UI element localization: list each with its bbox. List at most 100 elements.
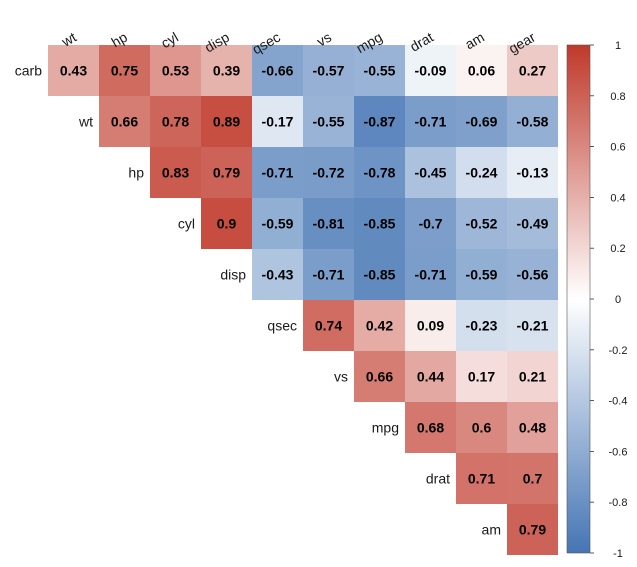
cell-value-label: 0.89 — [213, 114, 240, 130]
cell-value-label: 0.48 — [519, 420, 546, 436]
heatmap-cell-disp-gear — [507, 249, 558, 300]
cell-value-label: 0.74 — [315, 318, 342, 334]
cell-value-label: -0.59 — [466, 267, 498, 283]
heatmap-cell-disp-am — [456, 249, 507, 300]
heatmap-cell-vs-mpg — [354, 351, 405, 402]
heatmap-cell-hp-disp — [201, 147, 252, 198]
colorbar-tick-label: 0.8 — [610, 91, 625, 103]
cell-value-label: -0.58 — [517, 114, 549, 130]
column-label-vs: vs — [314, 29, 334, 50]
cell-value-label: -0.71 — [262, 165, 294, 181]
cell-value-label: 0.09 — [417, 318, 444, 334]
heatmap-cell-wt-qsec — [252, 96, 303, 147]
cell-value-label: -0.72 — [313, 165, 345, 181]
cell-value-label: 0.75 — [111, 63, 138, 79]
heatmap-cell-vs-drat — [405, 351, 456, 402]
column-label-cyl: cyl — [158, 29, 181, 51]
cell-value-label: 0.44 — [417, 369, 444, 385]
cell-value-label: 0.06 — [468, 63, 495, 79]
cell-value-label: -0.21 — [517, 318, 549, 334]
heatmap-cell-vs-am — [456, 351, 507, 402]
heatmap-cell-carb-drat — [405, 45, 456, 96]
column-label-hp: hp — [109, 29, 131, 51]
cell-value-label: 0.39 — [213, 63, 240, 79]
colorbar-legend: 1 0.8 0.6 0.4 0.2 0 -0.2 -0.4 -0.6 -0.8 -1 — [566, 40, 627, 560]
heatmap-cell-qsec-drat — [405, 300, 456, 351]
heatmap-cell-drat-am — [456, 453, 507, 504]
row-label-disp: disp — [220, 267, 246, 283]
cell-value-label: -0.55 — [364, 63, 396, 79]
heatmap-cell-carb-wt — [48, 45, 99, 96]
cell-value-label: -0.66 — [262, 63, 294, 79]
heatmap-cell-carb-am — [456, 45, 507, 96]
cell-value-label: -0.56 — [517, 267, 549, 283]
cell-value-label: -0.45 — [415, 165, 447, 181]
column-label-wt: wt — [58, 29, 79, 50]
cell-value-label: -0.55 — [313, 114, 345, 130]
cell-value-label: -0.17 — [262, 114, 294, 130]
heatmap-cell-wt-cyl — [150, 96, 201, 147]
heatmap-cell-qsec-mpg — [354, 300, 405, 351]
heatmap-cell-cyl-disp — [201, 198, 252, 249]
heatmap-cell-carb-cyl — [150, 45, 201, 96]
heatmap-cell-disp-mpg — [354, 249, 405, 300]
cell-value-label: 0.78 — [162, 114, 189, 130]
colorbar-tick-label: -0.6 — [609, 446, 628, 458]
heatmap-cell-mpg-am — [456, 402, 507, 453]
cell-value-label: -0.71 — [415, 267, 447, 283]
heatmap-cell-cyl-qsec — [252, 198, 303, 249]
row-label-drat: drat — [426, 471, 450, 487]
cell-value-label: 0.6 — [472, 420, 492, 436]
heatmap-cell-wt-drat — [405, 96, 456, 147]
cell-value-label: -0.7 — [418, 216, 442, 232]
cell-value-label: 0.79 — [213, 165, 240, 181]
cell-value-label: 0.79 — [519, 522, 546, 538]
cell-value-label: -0.71 — [313, 267, 345, 283]
cell-value-label: 0.21 — [519, 369, 546, 385]
heatmap-cell-hp-qsec — [252, 147, 303, 198]
heatmap-cell-mpg-gear — [507, 402, 558, 453]
colorbar-tick-label: -0.2 — [609, 345, 628, 357]
cell-value-label: -0.81 — [313, 216, 345, 232]
row-label-mpg: mpg — [372, 420, 399, 436]
cell-value-label: 0.7 — [523, 471, 543, 487]
cell-value-label: 0.53 — [162, 63, 189, 79]
heatmap-cell-mpg-drat — [405, 402, 456, 453]
heatmap-cell-cyl-gear — [507, 198, 558, 249]
colorbar-tick-label: 0.6 — [610, 142, 625, 154]
colorbar-ticks: 1 0.8 0.6 0.4 0.2 0 -0.2 -0.4 -0.6 -0.8 -1 — [590, 40, 627, 560]
colorbar-tick-label: 0.4 — [610, 192, 625, 204]
heatmap-cell-cyl-mpg — [354, 198, 405, 249]
row-label-cyl: cyl — [178, 216, 195, 232]
heatmap-cell-vs-gear — [507, 351, 558, 402]
cell-value-label: -0.52 — [466, 216, 498, 232]
heatmap-cell-wt-am — [456, 96, 507, 147]
cell-value-label: -0.71 — [415, 114, 447, 130]
cell-value-label: -0.43 — [262, 267, 294, 283]
cell-value-label: 0.43 — [60, 63, 87, 79]
heatmap-cell-hp-am — [456, 147, 507, 198]
heatmap-cell-hp-cyl — [150, 147, 201, 198]
colorbar-tick-label: 0.2 — [610, 243, 625, 255]
cell-value-label: -0.69 — [466, 114, 498, 130]
heatmap-cell-hp-drat — [405, 147, 456, 198]
colorbar-tick-label: -1 — [613, 548, 623, 560]
cell-value-label: 0.42 — [366, 318, 393, 334]
cell-value-label: -0.24 — [466, 165, 498, 181]
cell-value-label: -0.78 — [364, 165, 396, 181]
heatmap-cell-carb-disp — [201, 45, 252, 96]
cell-value-label: -0.59 — [262, 216, 294, 232]
heatmap-cell-carb-gear — [507, 45, 558, 96]
cell-value-label: 0.17 — [468, 369, 495, 385]
heatmap-cell-am-gear — [507, 504, 558, 555]
colorbar-tick-label: 0 — [615, 294, 621, 306]
heatmap-cell-carb-qsec — [252, 45, 303, 96]
cell-value-label: -0.85 — [364, 267, 396, 283]
heatmap-cell-wt-hp — [99, 96, 150, 147]
colorbar-tick-label: -0.8 — [609, 497, 628, 509]
heatmap-cell-drat-gear — [507, 453, 558, 504]
heatmap-cell-disp-vs — [303, 249, 354, 300]
heatmap-cell-hp-gear — [507, 147, 558, 198]
heatmap-cell-cyl-vs — [303, 198, 354, 249]
